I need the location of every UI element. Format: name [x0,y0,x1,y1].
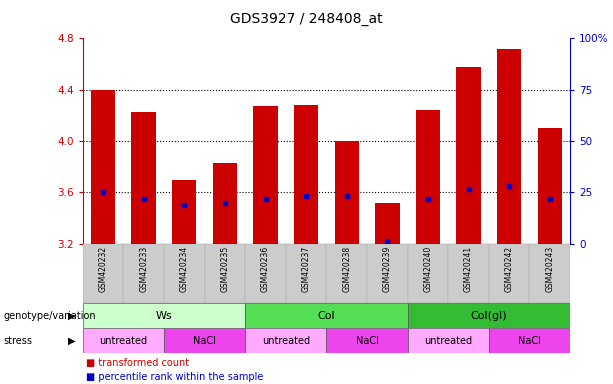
Text: genotype/variation: genotype/variation [3,311,96,321]
Text: untreated: untreated [99,336,148,346]
Text: GDS3927 / 248408_at: GDS3927 / 248408_at [230,12,383,25]
Bar [538,128,562,244]
Text: GSM420239: GSM420239 [383,246,392,293]
Bar [164,244,205,303]
Bar [489,244,530,303]
Text: untreated: untreated [262,336,310,346]
Text: ■ transformed count: ■ transformed count [86,358,189,368]
Bar [213,163,237,244]
Bar [335,141,359,244]
Bar [286,244,326,303]
Text: GSM420241: GSM420241 [464,246,473,292]
Bar [253,106,278,244]
Bar [123,244,164,303]
Bar [408,244,448,303]
Bar [83,303,245,328]
Bar [164,328,245,353]
Text: GSM420238: GSM420238 [342,246,351,292]
Text: GSM420233: GSM420233 [139,246,148,293]
Text: GSM420240: GSM420240 [424,246,432,293]
Bar [245,303,408,328]
Bar [245,328,326,353]
Text: GSM420243: GSM420243 [546,246,554,293]
Bar [416,110,440,244]
Text: NaCl: NaCl [518,336,541,346]
Bar [530,244,570,303]
Text: Ws: Ws [156,311,172,321]
Text: NaCl: NaCl [193,336,216,346]
Text: ▶: ▶ [68,336,75,346]
Text: GSM420235: GSM420235 [221,246,229,293]
Text: ▶: ▶ [68,311,75,321]
Bar [83,244,123,303]
Bar [408,328,489,353]
Bar [456,67,481,244]
Text: GSM420242: GSM420242 [504,246,514,292]
Bar [294,105,318,244]
Text: GSM420232: GSM420232 [99,246,107,292]
Bar [448,244,489,303]
Bar [83,328,164,353]
Text: Col(gl): Col(gl) [471,311,507,321]
Bar [205,244,245,303]
Text: GSM420234: GSM420234 [180,246,189,293]
Text: ■ percentile rank within the sample: ■ percentile rank within the sample [86,372,263,382]
Bar [367,244,408,303]
Bar [326,244,367,303]
Text: untreated: untreated [424,336,473,346]
Bar [245,244,286,303]
Text: stress: stress [3,336,32,346]
Bar [375,203,400,244]
Text: GSM420237: GSM420237 [302,246,311,293]
Bar [326,328,408,353]
Bar [172,180,196,244]
Text: GSM420236: GSM420236 [261,246,270,293]
Bar [489,328,570,353]
Text: NaCl: NaCl [356,336,378,346]
Text: Col: Col [318,311,335,321]
Bar [131,112,156,244]
Bar [91,90,115,244]
Bar [408,303,570,328]
Bar [497,49,521,244]
